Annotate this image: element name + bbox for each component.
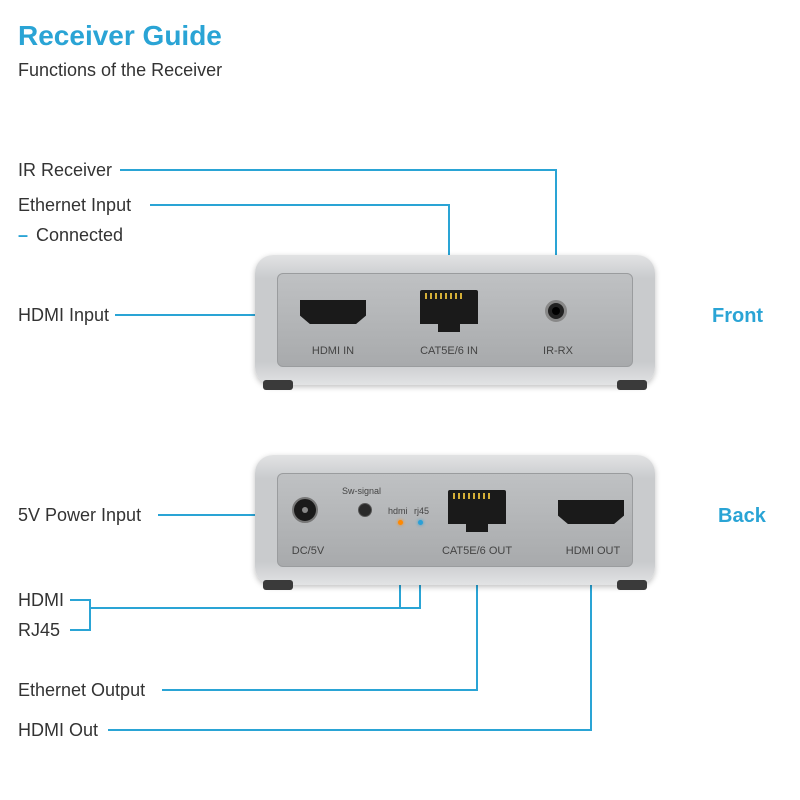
hdmi-out-port bbox=[558, 500, 624, 524]
cat-out-port-tab bbox=[466, 524, 488, 532]
label-ir-receiver: IR Receiver bbox=[18, 160, 112, 181]
port-label-led-hdmi: hdmi bbox=[388, 506, 408, 516]
device-back-foot-l bbox=[263, 580, 293, 590]
label-hdmi: HDMI bbox=[18, 590, 64, 611]
port-label-cat-in: CAT5E/6 IN bbox=[414, 345, 484, 357]
label-5v-power: 5V Power Input bbox=[18, 505, 141, 526]
device-back-foot-r bbox=[617, 580, 647, 590]
port-label-ir-rx: IR-RX bbox=[540, 345, 576, 357]
port-label-hdmi-in: HDMI IN bbox=[300, 345, 366, 357]
cat-out-port bbox=[448, 490, 506, 524]
device-back bbox=[255, 455, 655, 585]
hdmi-in-port bbox=[300, 300, 366, 324]
label-connected: Connected bbox=[36, 225, 123, 246]
port-label-dc5v: DC/5V bbox=[288, 545, 328, 557]
label-hdmi-out: HDMI Out bbox=[18, 720, 98, 741]
port-label-hdmi-out: HDMI OUT bbox=[560, 545, 626, 557]
dc5v-jack-pin bbox=[302, 507, 308, 513]
port-label-led-rj45: rj45 bbox=[414, 506, 429, 516]
page-subtitle: Functions of the Receiver bbox=[18, 60, 222, 81]
cat-in-port-tab bbox=[438, 324, 460, 332]
device-front-foot-l bbox=[263, 380, 293, 390]
label-hdmi-input: HDMI Input bbox=[18, 305, 109, 326]
leader-hdmi_led_h bbox=[70, 600, 90, 608]
port-label-swsignal: Sw-signal bbox=[342, 486, 381, 496]
cat-in-port bbox=[420, 290, 478, 324]
device-front-foot-r bbox=[617, 380, 647, 390]
led-rj45 bbox=[418, 520, 423, 525]
label-ethernet-input: Ethernet Input bbox=[18, 195, 131, 216]
leader-hdmi_out bbox=[108, 560, 591, 730]
side-label-front: Front bbox=[712, 305, 763, 328]
dash-icon: – bbox=[18, 225, 28, 246]
page-title: Receiver Guide bbox=[18, 20, 222, 52]
label-ethernet-output: Ethernet Output bbox=[18, 680, 145, 701]
sw-signal-button bbox=[358, 503, 372, 517]
side-label-back: Back bbox=[718, 505, 766, 528]
device-front bbox=[255, 255, 655, 385]
label-rj45: RJ45 bbox=[18, 620, 60, 641]
led-hdmi bbox=[398, 520, 403, 525]
port-label-cat-out: CAT5E/6 OUT bbox=[438, 545, 516, 557]
ir-rx-jack-hole bbox=[552, 307, 560, 315]
